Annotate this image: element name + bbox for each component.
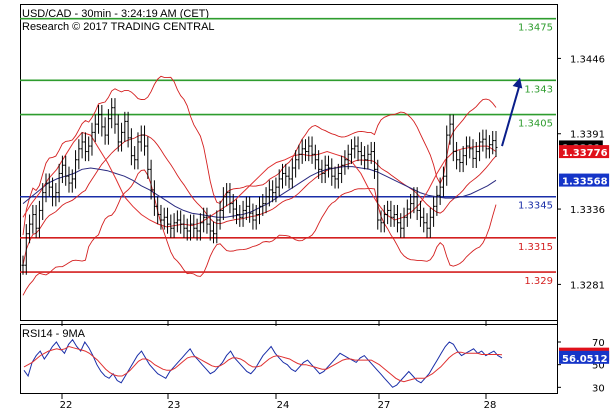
time-tick-label-3: 27 <box>378 400 391 411</box>
forecast-arrow-shaft <box>501 83 521 147</box>
rsi-tick-label-0: 30 <box>592 383 605 394</box>
level-label-0: 1.3475 <box>518 23 553 34</box>
price-bars <box>21 98 498 275</box>
rsi-tick-label-2: 70 <box>592 338 605 349</box>
support-resistance-levels: 1.3475 1.343 1.3405 1.3345 1.3315 1.329 <box>20 17 556 287</box>
chart-header-subtitle: Research © 2017 TRADING CENTRAL <box>22 21 215 33</box>
rsi-axis: 30507058.844856.0512 <box>557 338 610 394</box>
price-tick-label-3: 1.3446 <box>570 54 605 65</box>
level-label-1: 1.343 <box>524 84 553 95</box>
level-label-3: 1.3345 <box>518 201 553 212</box>
forecast-arrow-head <box>512 77 523 89</box>
forecast-arrow <box>501 77 523 147</box>
rsi-tick-label-1: 50 <box>592 361 605 372</box>
price-tag-label-2: 1.33568 <box>562 177 608 188</box>
time-tick-label-4: 28 <box>484 400 497 411</box>
level-label-5: 1.329 <box>524 276 553 287</box>
price-tag-bg-2 <box>559 173 610 187</box>
rsi-series-1 <box>23 345 503 383</box>
time-tick-label-1: 23 <box>168 400 181 411</box>
price-tag-label-1: 1.33776 <box>562 148 608 159</box>
rsi-tag-bg-1 <box>559 350 610 364</box>
price-tag-bg-1 <box>559 145 610 159</box>
chart-header-title: USD/CAD - 30min - 3:24:19 AM (CET) <box>22 8 209 20</box>
time-tick-label-2: 24 <box>277 400 290 411</box>
rsi-panel-title: RSI14 - 9MA <box>22 328 86 340</box>
price-tick-label-2: 1.3391 <box>570 130 605 141</box>
bollinger-lower <box>22 169 497 296</box>
rsi-lines <box>23 338 503 388</box>
time-axis: 22 23 24 27 28 <box>60 320 497 411</box>
bollinger-upper <box>22 75 497 236</box>
level-label-2: 1.3405 <box>518 119 553 130</box>
bollinger-bands <box>22 75 497 296</box>
rsi-series-0 <box>23 338 503 388</box>
rsi-tag-label-1: 56.0512 <box>562 354 608 365</box>
price-axis: 1.32811.33361.33911.34461.33811.337761.3… <box>557 54 610 291</box>
level-label-4: 1.3315 <box>518 242 553 253</box>
time-tick-label-0: 22 <box>60 400 73 411</box>
price-tick-label-0: 1.3281 <box>570 280 605 291</box>
price-tick-label-1: 1.3336 <box>570 205 605 216</box>
